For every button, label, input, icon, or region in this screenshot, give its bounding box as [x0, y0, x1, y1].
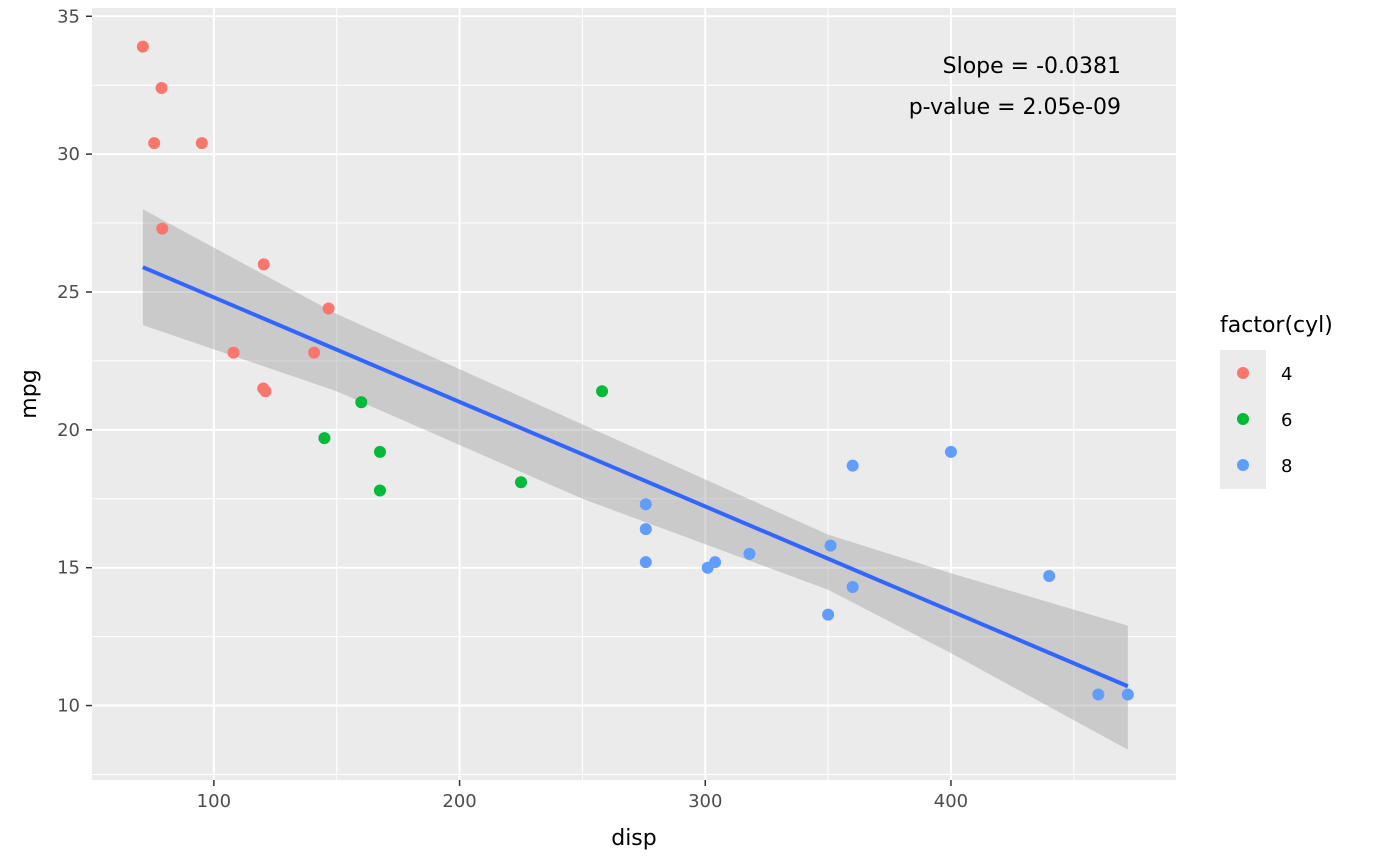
data-point-cyl-4	[322, 302, 335, 315]
data-point-cyl-4	[155, 81, 168, 94]
legend-title: factor(cyl)	[1220, 313, 1333, 338]
legend-swatch-cyl-6	[1237, 413, 1249, 425]
data-point-cyl-8	[639, 556, 652, 569]
legend-swatch-cyl-8	[1237, 459, 1249, 471]
data-point-cyl-8	[1043, 569, 1056, 582]
data-point-cyl-8	[709, 556, 722, 569]
legend-label-cyl-8: 8	[1281, 456, 1292, 477]
data-point-cyl-4	[148, 137, 161, 150]
x-tick-label: 300	[688, 791, 722, 812]
data-point-cyl-6	[355, 396, 368, 409]
data-points	[136, 40, 1134, 701]
data-point-cyl-4	[156, 222, 169, 235]
y-tick-label: 10	[57, 696, 80, 717]
plot-panel	[92, 8, 1176, 780]
data-point-cyl-8	[1092, 688, 1105, 701]
data-point-cyl-6	[373, 445, 386, 458]
data-point-cyl-6	[318, 432, 331, 445]
data-point-cyl-8	[1121, 688, 1134, 701]
y-tick-label: 35	[57, 6, 80, 27]
slope-annotation: Slope = -0.0381	[943, 54, 1121, 79]
data-point-cyl-8	[639, 523, 652, 536]
data-point-cyl-4	[259, 385, 272, 398]
p-value-annotation: p-value = 2.05e-09	[909, 95, 1121, 120]
x-tick-label: 200	[442, 791, 476, 812]
data-point-cyl-8	[822, 608, 835, 621]
y-tick-label: 25	[57, 282, 80, 303]
data-point-cyl-6	[514, 476, 527, 489]
y-axis-title: mpg	[17, 369, 42, 418]
data-point-cyl-4	[257, 258, 270, 271]
data-point-cyl-8	[846, 459, 859, 472]
y-tick-label: 15	[57, 558, 80, 579]
data-point-cyl-4	[195, 137, 208, 150]
confidence-band	[142, 209, 1128, 750]
y-tick-label: 20	[57, 420, 80, 441]
data-point-cyl-8	[846, 581, 859, 593]
data-point-cyl-8	[639, 498, 652, 511]
data-point-cyl-6	[596, 385, 609, 398]
data-point-cyl-6	[373, 484, 386, 497]
legend: factor(cyl) 4 6 8	[1220, 313, 1333, 489]
data-point-cyl-8	[824, 539, 837, 552]
legend-label-cyl-4: 4	[1281, 364, 1292, 385]
data-point-cyl-4	[227, 346, 240, 359]
axis-ticks: 100 200 300 400 10 15 20 25 30 35	[57, 6, 968, 812]
data-point-cyl-8	[743, 547, 756, 560]
regression-line	[142, 265, 1129, 689]
minor-gridlines	[92, 8, 1176, 780]
x-axis-title: disp	[611, 826, 657, 851]
x-tick-label: 400	[934, 791, 968, 812]
major-gridlines	[92, 8, 1176, 780]
x-tick-label: 100	[197, 791, 231, 812]
data-point-cyl-4	[136, 40, 149, 53]
legend-items: 4 6 8	[1237, 364, 1292, 477]
data-point-cyl-4	[308, 346, 321, 359]
data-point-cyl-8	[944, 445, 957, 458]
legend-swatch-cyl-4	[1237, 367, 1249, 379]
legend-label-cyl-6: 6	[1281, 410, 1292, 431]
y-tick-label: 30	[57, 144, 80, 165]
